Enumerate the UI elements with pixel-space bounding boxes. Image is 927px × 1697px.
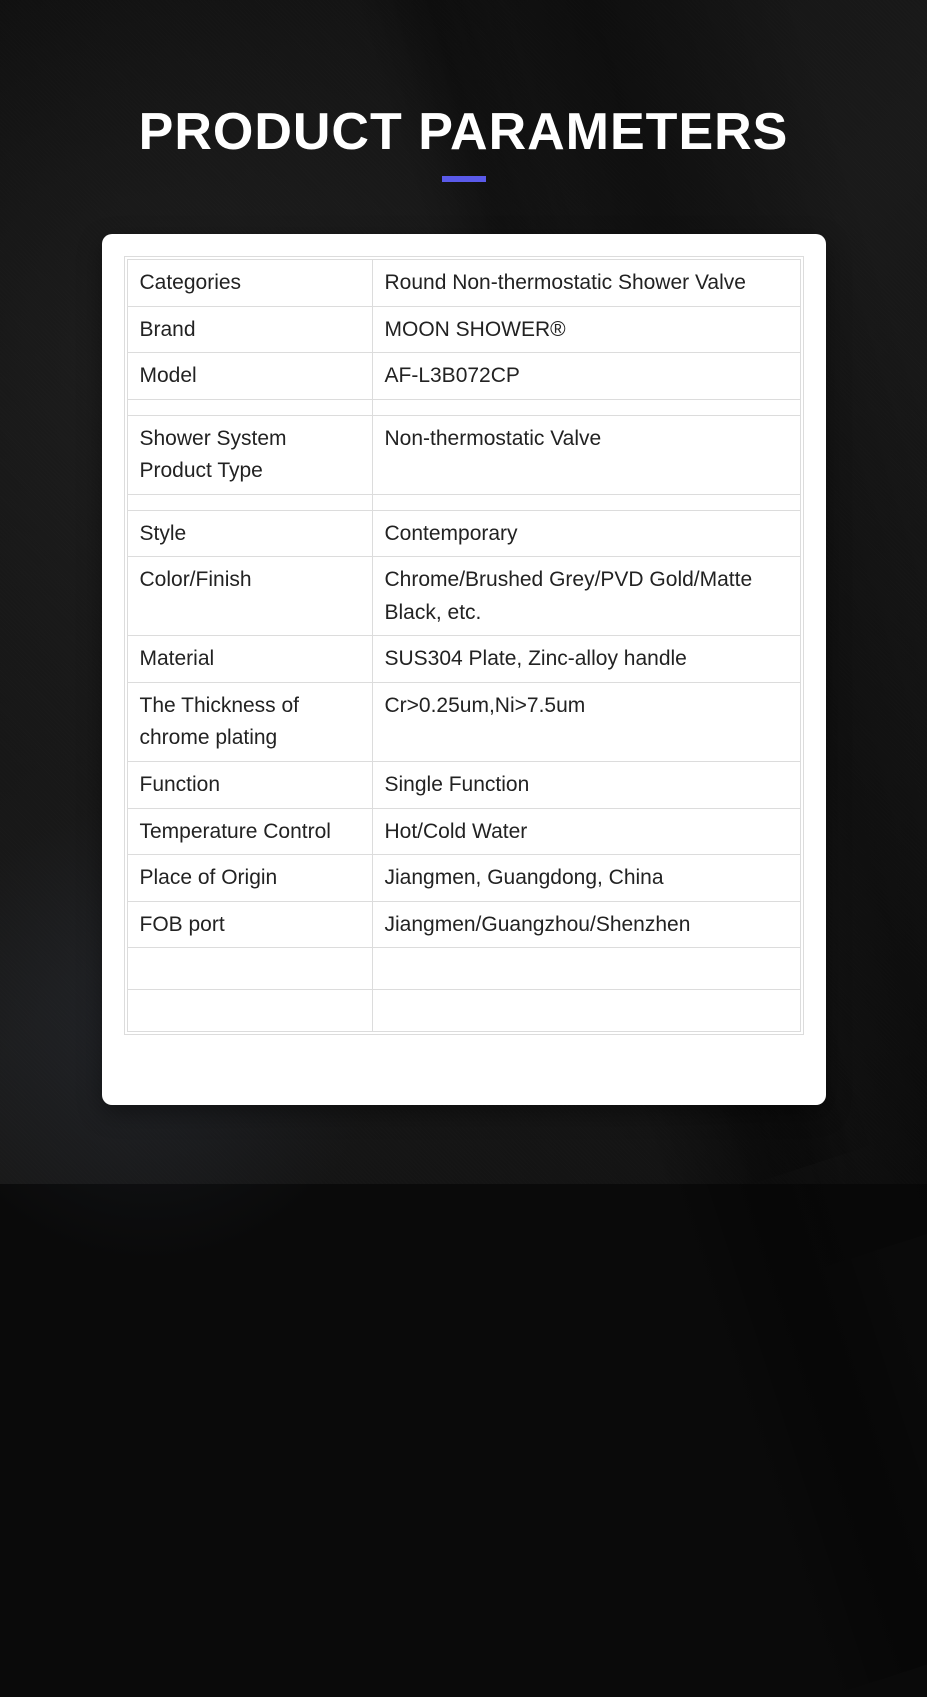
table-row: CategoriesRound Non-thermostatic Shower …: [127, 260, 800, 307]
table-cell-empty: [127, 990, 372, 1032]
table-cell-key: Model: [127, 353, 372, 400]
table-row: Place of OriginJiangmen, Guangdong, Chin…: [127, 855, 800, 902]
table-row: [127, 990, 800, 1032]
table-cell-value: Non-thermostatic Valve: [372, 415, 800, 494]
table-cell-key: FOB port: [127, 901, 372, 948]
table-cell-key: Shower System Product Type: [127, 415, 372, 494]
table-cell-value: Cr>0.25um,Ni>7.5um: [372, 682, 800, 761]
page-title: PRODUCT PARAMETERS: [0, 102, 927, 162]
table-cell-key: The Thickness of chrome plating: [127, 682, 372, 761]
table-row: StyleContemporary: [127, 510, 800, 557]
table-row: BrandMOON SHOWER®: [127, 306, 800, 353]
table-cell-key: Color/Finish: [127, 557, 372, 636]
parameters-table: CategoriesRound Non-thermostatic Shower …: [127, 259, 801, 1032]
table-row: Color/FinishChrome/Brushed Grey/PVD Gold…: [127, 557, 800, 636]
table-cell-value: MOON SHOWER®: [372, 306, 800, 353]
table-row: FunctionSingle Function: [127, 762, 800, 809]
table-cell-key: Function: [127, 762, 372, 809]
table-cell-value: Jiangmen, Guangdong, China: [372, 855, 800, 902]
table-cell-empty: [127, 948, 372, 990]
table-cell-key: Place of Origin: [127, 855, 372, 902]
table-row: Shower System Product TypeNon-thermostat…: [127, 415, 800, 494]
table-cell-empty: [372, 948, 800, 990]
table-cell-key: Categories: [127, 260, 372, 307]
table-row: Temperature ControlHot/Cold Water: [127, 808, 800, 855]
table-cell-value: Chrome/Brushed Grey/PVD Gold/Matte Black…: [372, 557, 800, 636]
table-cell-value: Jiangmen/Guangzhou/Shenzhen: [372, 901, 800, 948]
table-row: [127, 948, 800, 990]
table-cell-empty: [127, 399, 372, 415]
table-cell-key: Temperature Control: [127, 808, 372, 855]
table-cell-value: Contemporary: [372, 510, 800, 557]
table-row: FOB portJiangmen/Guangzhou/Shenzhen: [127, 901, 800, 948]
table-row: MaterialSUS304 Plate, Zinc-alloy handle: [127, 636, 800, 683]
table-cell-value: SUS304 Plate, Zinc-alloy handle: [372, 636, 800, 683]
table-cell-empty: [127, 494, 372, 510]
table-row: [127, 399, 800, 415]
table-cell-empty: [372, 399, 800, 415]
table-cell-empty: [372, 990, 800, 1032]
table-cell-value: AF-L3B072CP: [372, 353, 800, 400]
table-cell-key: Material: [127, 636, 372, 683]
parameters-card: CategoriesRound Non-thermostatic Shower …: [102, 234, 826, 1105]
table-cell-value: Single Function: [372, 762, 800, 809]
table-cell-key: Brand: [127, 306, 372, 353]
table-row: [127, 494, 800, 510]
table-cell-empty: [372, 494, 800, 510]
table-cell-value: Hot/Cold Water: [372, 808, 800, 855]
title-underline: [442, 176, 486, 182]
title-block: PRODUCT PARAMETERS: [0, 0, 927, 182]
table-row: ModelAF-L3B072CP: [127, 353, 800, 400]
table-row: The Thickness of chrome platingCr>0.25um…: [127, 682, 800, 761]
table-wrap: CategoriesRound Non-thermostatic Shower …: [124, 256, 804, 1035]
table-cell-value: Round Non-thermostatic Shower Valve: [372, 260, 800, 307]
table-cell-key: Style: [127, 510, 372, 557]
